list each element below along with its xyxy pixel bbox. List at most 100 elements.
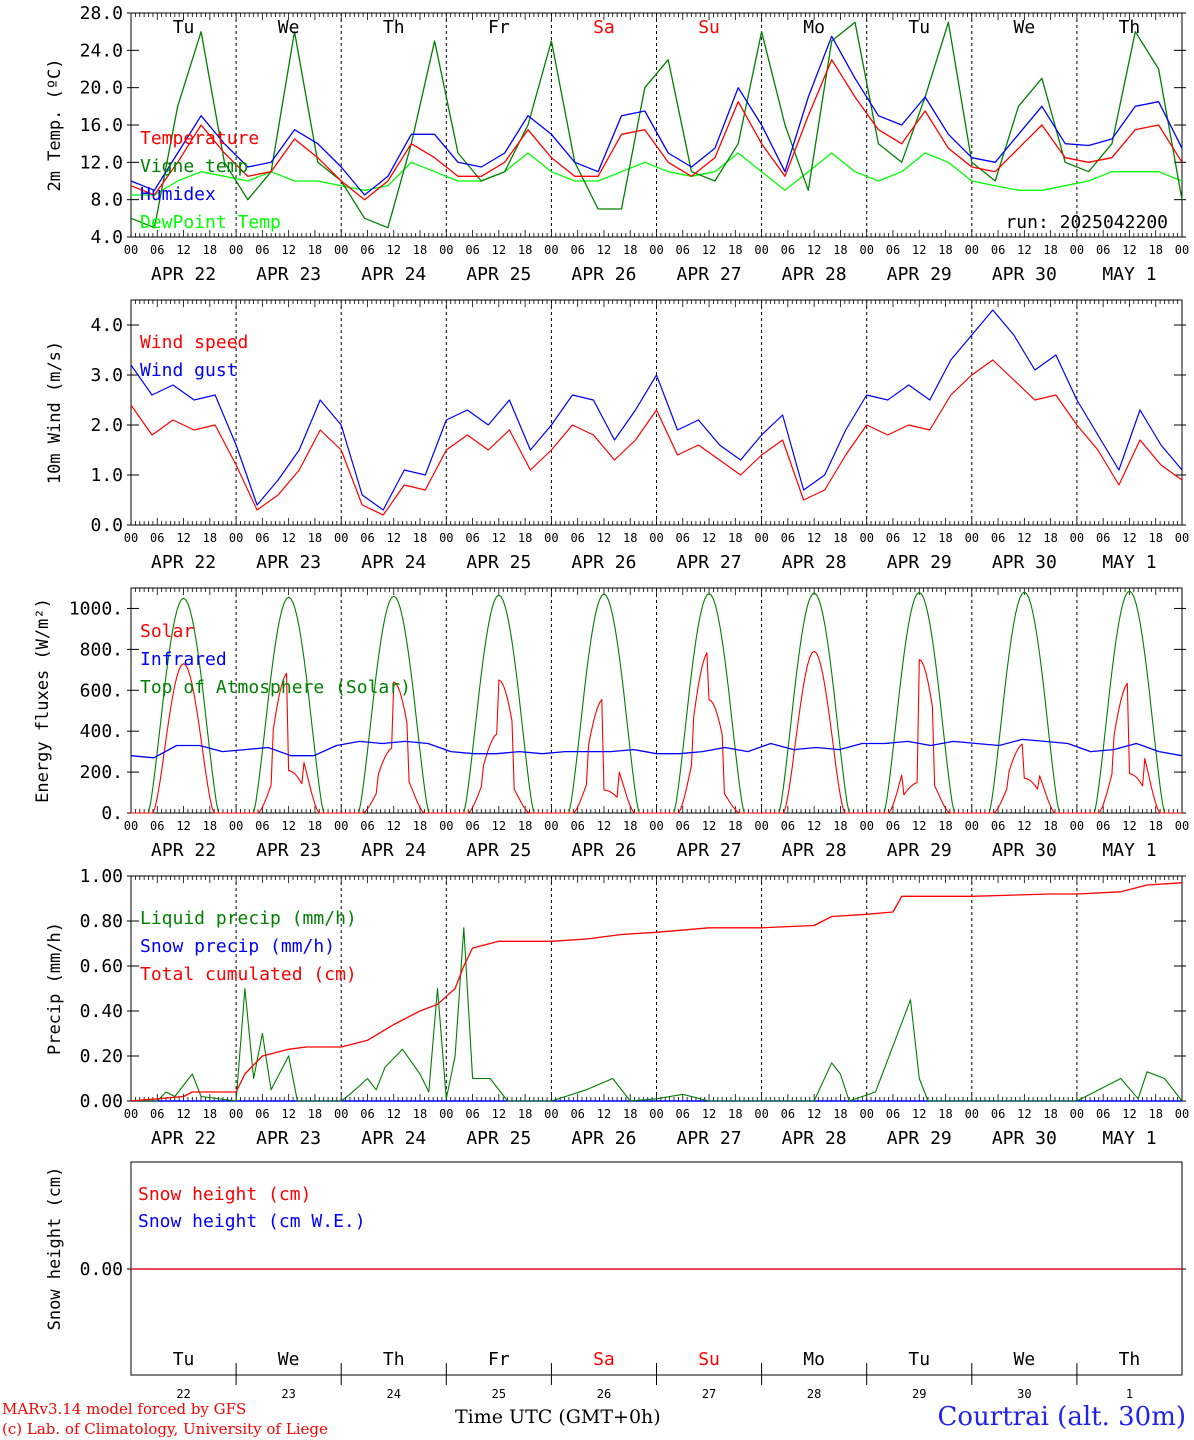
x-tick-label: 12	[281, 243, 295, 257]
date-label: APR 23	[256, 552, 321, 573]
x-tick-label: 18	[728, 531, 742, 545]
day-label: Mo	[803, 17, 825, 38]
x-tick-label: 00	[754, 1107, 768, 1121]
x-tick-label: 18	[623, 531, 637, 545]
date-label: APR 29	[887, 552, 952, 573]
x-tick-label: 18	[1148, 819, 1162, 833]
day-number: 25	[492, 1387, 506, 1401]
x-tick-label: 18	[308, 243, 322, 257]
x-tick-label: 12	[176, 1107, 190, 1121]
x-tick-label: 18	[203, 1107, 217, 1121]
x-tick-label: 06	[255, 531, 269, 545]
x-tick-label: 18	[833, 1107, 847, 1121]
x-tick-label: 06	[255, 243, 269, 257]
x-tick-label: 06	[465, 531, 479, 545]
x-tick-label: 00	[334, 819, 348, 833]
x-tick-label: 06	[781, 531, 795, 545]
footer-lab: (c) Lab. of Climatology, University of L…	[2, 1420, 328, 1438]
x-tick-label: 12	[702, 1107, 716, 1121]
x-tick-label: 12	[597, 819, 611, 833]
series-wind-gust	[130, 309, 1183, 511]
legend-humidex: Humidex	[140, 184, 216, 205]
date-label: APR 29	[887, 1128, 952, 1149]
x-tick-label: 00	[649, 819, 663, 833]
day-number: 23	[281, 1387, 295, 1401]
date-label: APR 25	[466, 840, 531, 861]
date-label: APR 27	[677, 1128, 742, 1149]
day-label: Fr	[488, 17, 510, 38]
y-tick-label: 1000.	[69, 598, 123, 619]
x-tick-label: 18	[413, 243, 427, 257]
y-tick-label: 1.0	[90, 465, 123, 486]
x-tick-label: 12	[702, 243, 716, 257]
series-solar	[131, 650, 1182, 814]
legend-vigne-temp: Vigne temp	[140, 156, 248, 177]
date-label: APR 22	[151, 264, 216, 285]
x-tick-label: 12	[807, 243, 821, 257]
x-tick-label: 12	[1017, 531, 1031, 545]
y-axis-label: 2m Temp. (ºC)	[45, 58, 65, 191]
x-tick-label: 12	[387, 531, 401, 545]
day-label: Th	[1119, 1349, 1141, 1370]
x-tick-label: 12	[1122, 243, 1136, 257]
x-tick-label: 00	[649, 1107, 663, 1121]
x-tick-label: 00	[859, 531, 873, 545]
date-label: APR 22	[151, 1128, 216, 1149]
x-tick-label: 00	[1070, 1107, 1084, 1121]
y-tick-label: 28.0	[80, 3, 123, 24]
x-tick-label: 06	[781, 819, 795, 833]
x-tick-label: 00	[124, 531, 138, 545]
x-tick-label: 18	[728, 1107, 742, 1121]
day-number: 24	[387, 1387, 401, 1401]
x-tick-label: 06	[360, 243, 374, 257]
x-tick-label: 18	[518, 819, 532, 833]
x-tick-label: 12	[1017, 819, 1031, 833]
x-tick-label: 12	[807, 531, 821, 545]
date-label: MAY 1	[1102, 264, 1156, 285]
date-label: APR 30	[992, 1128, 1057, 1149]
x-tick-label: 00	[859, 819, 873, 833]
date-label: APR 25	[466, 264, 531, 285]
x-tick-label: 12	[807, 819, 821, 833]
x-tick-label: 18	[833, 243, 847, 257]
x-tick-label: 00	[754, 531, 768, 545]
date-label: APR 26	[571, 264, 636, 285]
x-tick-label: 00	[544, 1107, 558, 1121]
y-tick-label: 0.	[101, 803, 123, 824]
panel-3: Energy fluxes (W/m²)	[33, 587, 1186, 814]
y-axis-label: Energy fluxes (W/m²)	[33, 598, 53, 803]
x-axis-label: Time UTC (GMT+0h)	[455, 1406, 661, 1428]
plot-frame	[130, 587, 1183, 814]
y-tick-label: 0.60	[80, 956, 123, 977]
x-tick-label: 00	[229, 819, 243, 833]
station-name: Courtrai (alt. 30m)	[937, 1402, 1187, 1432]
x-tick-label: 00	[544, 819, 558, 833]
x-tick-label: 00	[229, 531, 243, 545]
x-tick-label: 18	[1148, 1107, 1162, 1121]
x-tick-label: 00	[1070, 819, 1084, 833]
x-tick-label: 12	[176, 243, 190, 257]
x-tick-label: 06	[570, 819, 584, 833]
day-label: We	[278, 17, 300, 38]
x-tick-label: 18	[413, 531, 427, 545]
x-tick-label: 06	[676, 531, 690, 545]
date-label: APR 26	[571, 1128, 636, 1149]
date-label: APR 22	[151, 552, 216, 573]
x-tick-label: 18	[1043, 531, 1057, 545]
x-tick-label: 00	[334, 1107, 348, 1121]
x-tick-label: 00	[965, 531, 979, 545]
x-tick-label: 18	[203, 531, 217, 545]
x-tick-label: 18	[413, 819, 427, 833]
footer-model: MARv3.14 model forced by GFS	[2, 1400, 247, 1418]
x-tick-label: 18	[833, 531, 847, 545]
date-label: APR 22	[151, 840, 216, 861]
x-tick-label: 12	[492, 531, 506, 545]
x-tick-label: 06	[360, 531, 374, 545]
day-label: Su	[698, 17, 720, 38]
x-tick-label: 18	[728, 819, 742, 833]
series-wind-speed	[130, 359, 1183, 516]
series-humidex	[130, 35, 1183, 196]
y-tick-label: 400.	[80, 721, 123, 742]
x-tick-label: 18	[623, 243, 637, 257]
